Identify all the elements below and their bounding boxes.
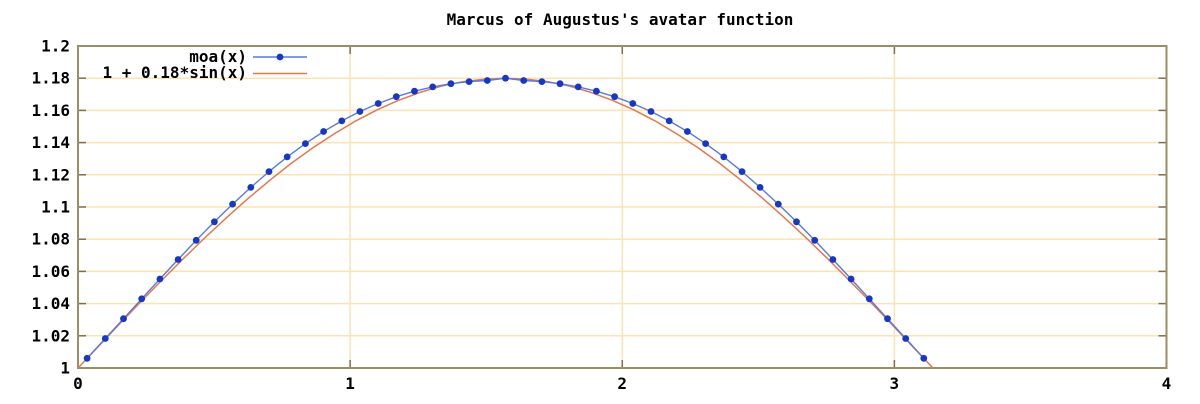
series-moa-point xyxy=(556,80,564,88)
y-tick-label: 1.06 xyxy=(31,262,70,281)
series-moa-point xyxy=(374,100,382,107)
x-tick-label: 3 xyxy=(890,374,900,393)
series-moa-point xyxy=(192,236,200,244)
series-moa-point xyxy=(302,140,309,148)
series-moa-point xyxy=(138,295,146,303)
series-moa-point xyxy=(156,275,164,283)
series-moa-point xyxy=(738,168,746,176)
series-moa-point xyxy=(447,80,455,88)
series-moa-point xyxy=(847,275,855,283)
series-moa-point xyxy=(283,153,291,161)
series-moa-point xyxy=(120,315,127,323)
series-moa-point xyxy=(593,87,600,95)
series-moa-point xyxy=(211,218,218,226)
series-moa-point xyxy=(392,93,400,101)
series-moa-point xyxy=(629,100,637,107)
x-tick-label: 1 xyxy=(345,374,355,393)
series-moa-point xyxy=(811,236,819,244)
series-moa-point xyxy=(83,354,91,362)
series-moa-point xyxy=(411,87,418,95)
x-tick-label: 0 xyxy=(73,374,83,393)
series-moa-point xyxy=(665,117,673,125)
series-moa-point xyxy=(229,200,237,208)
series-moa-point xyxy=(756,184,764,191)
series-moa-point xyxy=(720,153,728,161)
legend-item-sin: 1 + 0.18*sin(x) xyxy=(103,63,307,82)
y-tick-label: 1.08 xyxy=(31,230,70,249)
series-layer xyxy=(77,74,934,369)
legend-label-moa: moa(x) xyxy=(189,47,247,66)
series-moa-point xyxy=(538,78,546,85)
chart-title: Marcus of Augustus's avatar function xyxy=(447,10,794,29)
series-moa-point xyxy=(247,184,255,191)
series-moa-point xyxy=(684,128,691,135)
series-moa-line xyxy=(86,77,925,359)
series-moa-point xyxy=(483,77,491,84)
series-moa-point xyxy=(611,93,618,101)
y-tick-label: 1.12 xyxy=(31,165,70,184)
series-moa-point xyxy=(356,108,364,115)
y-tick-label: 1.14 xyxy=(31,133,70,152)
series-moa-point xyxy=(265,168,273,176)
y-tick-label: 1.18 xyxy=(31,69,70,88)
grid-layer xyxy=(78,46,1167,368)
series-moa-point xyxy=(520,77,528,84)
legend-label-sin: 1 + 0.18*sin(x) xyxy=(103,63,248,82)
legend-sample-point-moa xyxy=(276,53,284,61)
series-moa-point xyxy=(429,83,437,91)
y-tick-label: 1.2 xyxy=(41,37,70,56)
series-sin-line xyxy=(77,77,934,369)
axis-label-layer: 0 1 2 3 411.021.041.061.081.11.121.141.161.1… xyxy=(31,37,1171,394)
x-tick-label: 2 xyxy=(617,374,627,393)
series-moa-point xyxy=(338,117,346,125)
series-moa-point xyxy=(884,315,891,323)
series-moa-point xyxy=(465,78,473,85)
series-moa-point xyxy=(793,218,800,226)
y-tick-label: 1.04 xyxy=(31,294,70,313)
legend: moa(x) 1 + 0.18*sin(x) xyxy=(103,47,307,82)
series-moa-point xyxy=(574,83,582,91)
series-moa-point xyxy=(902,335,910,342)
series-moa-point xyxy=(774,200,782,208)
series-moa-point xyxy=(865,295,873,303)
series-moa-point xyxy=(320,128,327,135)
y-tick-label: 1 xyxy=(60,359,70,378)
series-moa-point xyxy=(702,140,709,148)
legend-item-moa: moa(x) xyxy=(189,47,307,66)
series-moa-point xyxy=(101,335,109,342)
y-tick-label: 1.02 xyxy=(31,326,70,345)
series-moa-point xyxy=(647,108,655,115)
plot-border xyxy=(77,45,1168,369)
series-moa-point xyxy=(502,74,509,82)
series-moa-point xyxy=(920,354,928,362)
x-tick-label: 4 xyxy=(1162,374,1172,393)
y-tick-label: 1.16 xyxy=(31,101,70,120)
series-moa-point xyxy=(174,256,182,263)
series-moa-point xyxy=(829,256,837,263)
y-tick-label: 1.1 xyxy=(41,198,70,217)
